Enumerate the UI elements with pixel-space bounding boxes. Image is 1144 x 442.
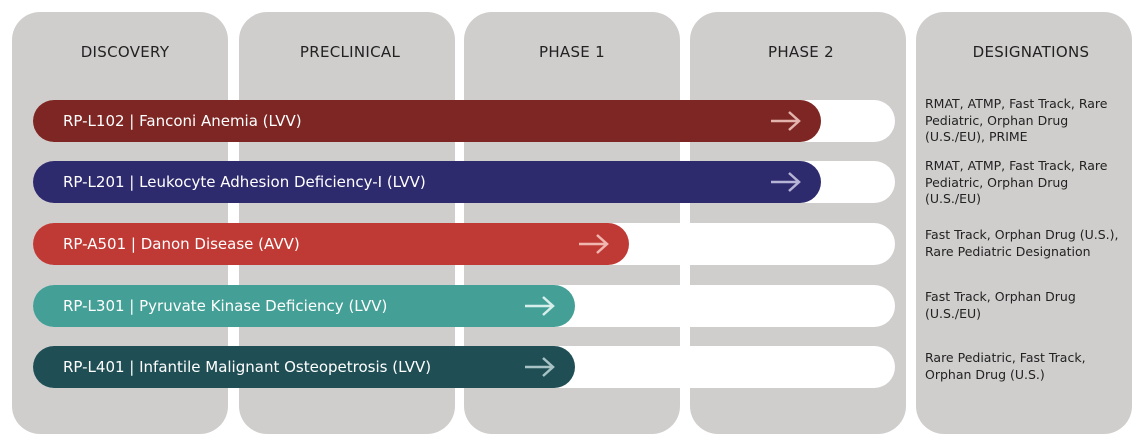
program-label: RP-L102 | Fanconi Anemia (LVV) bbox=[63, 112, 302, 130]
arrow bbox=[771, 111, 801, 131]
program-bar: RP-L201 | Leukocyte Adhesion Deficiency-… bbox=[33, 161, 821, 203]
program-bar: RP-L102 | Fanconi Anemia (LVV) bbox=[33, 100, 821, 142]
program-bar: RP-L401 | Infantile Malignant Osteopetro… bbox=[33, 346, 575, 388]
column bbox=[916, 12, 1132, 434]
column-header: DESIGNATIONS bbox=[972, 43, 1090, 61]
program-label: RP-L401 | Infantile Malignant Osteopetro… bbox=[63, 358, 432, 376]
arrow bbox=[771, 172, 801, 192]
arrow bbox=[525, 296, 555, 316]
program-label: RP-L201 | Leukocyte Adhesion Deficiency-… bbox=[63, 173, 426, 191]
designations: RMAT, ATMP, Fast Track, Rare Pediatric, … bbox=[925, 158, 1108, 206]
arrow bbox=[579, 234, 609, 254]
column-header: PRECLINICAL bbox=[299, 43, 401, 61]
program-label: RP-A501 | Danon Disease (AVV) bbox=[63, 235, 300, 253]
designations: Fast Track, Orphan Drug (U.S.), Rare Ped… bbox=[925, 227, 1119, 259]
program-label: RP-L301 | Pyruvate Kinase Deficiency (LV… bbox=[63, 297, 388, 315]
program-bar: RP-A501 | Danon Disease (AVV) bbox=[33, 223, 629, 265]
designations: Fast Track, Orphan Drug (U.S./EU) bbox=[925, 289, 1076, 321]
column-header: DISCOVERY bbox=[80, 43, 170, 61]
arrow bbox=[525, 357, 555, 377]
program-bar: RP-L301 | Pyruvate Kinase Deficiency (LV… bbox=[33, 285, 575, 327]
designations: RMAT, ATMP, Fast Track, Rare Pediatric, … bbox=[925, 96, 1108, 144]
column-header: PHASE 2 bbox=[768, 43, 834, 61]
column-header: PHASE 1 bbox=[539, 43, 605, 61]
designations: Rare Pediatric, Fast Track, Orphan Drug … bbox=[925, 350, 1086, 382]
